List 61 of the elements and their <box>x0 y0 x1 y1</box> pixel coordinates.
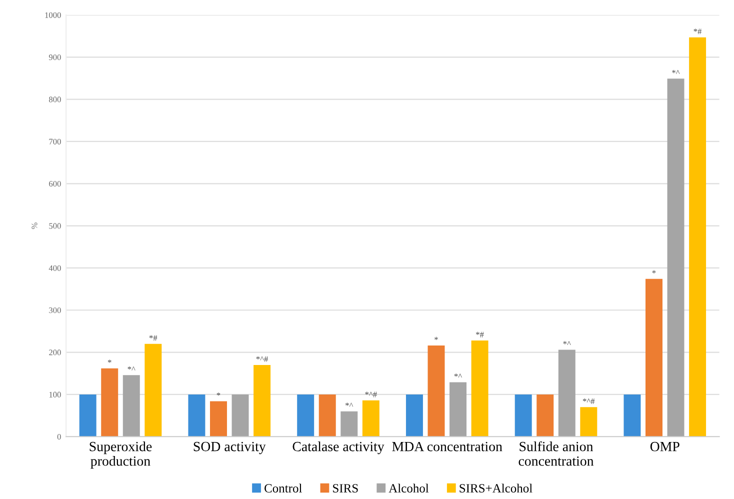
data-label: * <box>216 392 220 396</box>
bar <box>232 394 249 437</box>
y-tick-label: 800 <box>49 96 61 102</box>
bar <box>689 37 706 437</box>
x-tick-label: Catalase activity <box>292 441 384 454</box>
data-label: *^# <box>365 392 377 398</box>
y-tick-label: 100 <box>49 392 61 398</box>
bar <box>297 394 314 437</box>
data-label: *# <box>149 335 158 341</box>
x-tick-label: Sulfide anion concentration <box>518 441 594 466</box>
bar <box>210 401 227 437</box>
data-label: * <box>652 270 656 274</box>
bar <box>514 394 532 437</box>
bar <box>188 394 206 437</box>
y-tick-label: 0 <box>57 434 61 440</box>
y-tick-label: 500 <box>49 223 61 229</box>
bar <box>79 394 96 437</box>
bar <box>362 400 380 437</box>
bar <box>450 382 467 437</box>
y-tick-label: 400 <box>48 265 61 271</box>
bar <box>646 278 662 437</box>
y-tick-label: 200 <box>49 350 61 356</box>
y-tick-label: 700 <box>49 138 61 144</box>
bar <box>471 340 488 437</box>
bar <box>406 394 423 437</box>
y-tick-label: 600 <box>49 180 61 187</box>
legend-label: Control <box>264 484 302 493</box>
bar <box>580 407 598 437</box>
data-label: *# <box>476 332 484 338</box>
data-label: * <box>108 360 112 363</box>
data-label: *^# <box>256 356 268 362</box>
data-label: *^ <box>128 366 136 370</box>
x-tick-label: SOD activity <box>194 442 266 454</box>
y-tick-label: 900 <box>48 54 61 60</box>
y-tick-label: 300 <box>49 307 61 314</box>
data-label: *^ <box>672 70 680 74</box>
bar <box>318 394 336 437</box>
bar <box>428 346 445 437</box>
bar <box>558 350 576 437</box>
bar <box>144 344 162 437</box>
data-label: *^ <box>346 402 354 407</box>
x-tick-label: OMP <box>650 442 680 452</box>
bar <box>667 78 684 437</box>
bar <box>254 364 271 437</box>
bar <box>101 368 118 437</box>
data-label: * <box>434 336 438 340</box>
x-tick-label: MDA concentration <box>392 442 502 452</box>
bar <box>122 375 140 437</box>
bar <box>536 394 554 437</box>
data-label: *^# <box>582 398 595 404</box>
data-label: *# <box>694 28 702 34</box>
legend-label: Alcohol <box>388 484 429 493</box>
bar <box>340 411 358 437</box>
bar <box>624 394 641 437</box>
data-label: *^ <box>454 374 462 378</box>
data-label: *^ <box>563 341 571 346</box>
y-axis-title: % <box>32 222 38 229</box>
y-tick-label: 1000 <box>45 12 61 18</box>
legend-label: SIRS <box>333 484 358 493</box>
x-tick-label: Superoxide production <box>90 441 152 469</box>
legend-label: SIRS+Alcohol <box>460 484 532 493</box>
